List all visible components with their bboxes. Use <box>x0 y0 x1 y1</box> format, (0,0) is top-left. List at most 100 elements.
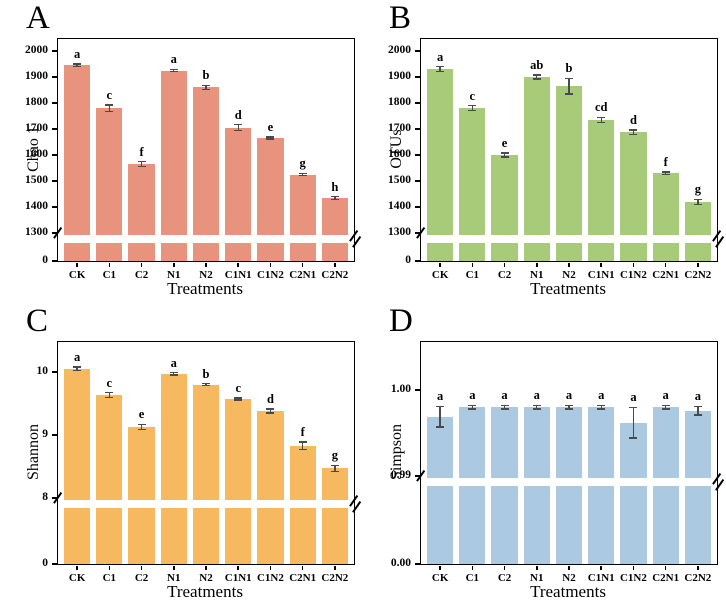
x-tick-mark <box>568 565 570 570</box>
y-tick-mark <box>414 128 420 130</box>
error-bar-cap-top <box>330 464 339 466</box>
error-bar-cap-bottom <box>266 412 275 414</box>
significance-letter: e <box>501 135 508 150</box>
error-bar <box>237 124 239 131</box>
y-tick-label: 2000 <box>388 44 411 56</box>
error-bar <box>140 424 143 430</box>
x-tick-mark <box>568 262 570 267</box>
x-tick-label: C1N1 <box>587 269 615 281</box>
error-bar-cap-top <box>661 171 670 173</box>
x-tick-label: C2 <box>134 269 149 281</box>
y-tick-label: 1.00 <box>390 383 411 395</box>
x-tick-label: C1N2 <box>256 269 284 281</box>
x-tick-mark <box>439 262 441 267</box>
error-bar <box>697 406 699 415</box>
significance-letter: b <box>202 366 210 381</box>
error-bar-cap-bottom <box>266 138 275 140</box>
error-bar-cap-bottom <box>105 397 114 399</box>
x-tick-label: CK <box>68 572 86 584</box>
error-bar-cap-top <box>266 408 275 410</box>
error-bar-cap-bottom <box>73 65 82 68</box>
x-tick-label: C2N2 <box>684 269 712 281</box>
error-bar-cap-bottom <box>532 408 541 410</box>
error-bar-cap-top <box>436 405 445 407</box>
error-bar <box>108 392 110 398</box>
x-tick-mark <box>173 262 175 267</box>
x-tick-mark <box>536 565 538 570</box>
error-bar <box>697 199 699 205</box>
error-bar-cap-top <box>500 404 509 407</box>
error-bar-cap-top <box>597 116 606 118</box>
error-bar <box>334 465 336 472</box>
y-tick-label: 9 <box>42 428 48 440</box>
x-tick-label: C2 <box>497 572 512 584</box>
error-bar <box>76 64 78 67</box>
error-bar-cap-top <box>137 160 146 163</box>
y-tick-mark <box>51 102 57 104</box>
x-tick-label: CK <box>68 269 86 281</box>
x-tick-label: C1N1 <box>224 572 252 584</box>
plot-area-simpson: a CK a C1 a C2 a N1 a N2 a C1N1 a C1N2 a C2N1 a C2N2 0.99 1… <box>391 341 724 584</box>
y-tick-label: 1500 <box>388 174 411 186</box>
bar <box>64 65 91 261</box>
x-tick-label: C2N2 <box>684 572 712 584</box>
significance-letter: a <box>170 355 177 370</box>
bar <box>555 86 583 261</box>
axis-break-band <box>421 235 717 243</box>
x-tick-label: C2N1 <box>289 572 317 584</box>
bar <box>289 174 316 261</box>
panel-otus: B OTUs a CK c C1 e C2 ab N1 b N2 cd C1N1 d C1N2 f C2N1 g… <box>363 0 726 303</box>
x-tick-mark <box>205 565 207 570</box>
error-bar <box>173 372 175 376</box>
plot-area-otus: a CK c C1 e C2 ab N1 b N2 cd C1N1 d C1N2 f C2N1 g C2N2 130… <box>388 38 724 281</box>
error-bar-cap-bottom <box>597 408 606 410</box>
error-bar <box>439 66 441 72</box>
x-tick-mark <box>205 262 207 267</box>
error-bar-cap-bottom <box>629 437 638 439</box>
significance-letter: a <box>73 47 81 61</box>
y-tick-label: 1600 <box>25 148 48 160</box>
error-bar-cap-top <box>330 195 339 198</box>
x-tick-label: N2 <box>562 572 576 584</box>
x-tick-mark <box>237 262 239 267</box>
significance-letter: a <box>436 49 444 64</box>
error-bar-cap-bottom <box>597 121 606 124</box>
y-tick-mark-zero <box>51 260 57 262</box>
error-bar <box>665 405 667 409</box>
panel-letter-c: C <box>26 303 49 339</box>
error-bar <box>269 409 272 413</box>
error-bar <box>600 117 602 123</box>
x-tick-mark <box>503 565 506 570</box>
error-bar-cap-bottom <box>661 173 670 176</box>
significance-letter: f <box>300 424 305 439</box>
error-bar-cap-top <box>169 68 178 70</box>
bar <box>160 70 187 261</box>
y-tick-label: 10 <box>36 365 49 377</box>
error-bar <box>665 171 667 175</box>
y-tick-mark <box>51 206 57 208</box>
significance-letter: e <box>138 407 145 422</box>
error-bar-cap-top <box>105 104 114 106</box>
bar <box>160 373 187 564</box>
error-bar <box>632 407 635 439</box>
error-bar <box>205 383 207 386</box>
bar <box>321 197 348 261</box>
error-bar <box>140 161 143 167</box>
x-tick-mark <box>173 565 175 570</box>
y-tick-mark <box>51 50 57 52</box>
x-tick-label: C1N2 <box>619 269 647 281</box>
y-tick-label: 0.99 <box>390 469 411 481</box>
x-tick-mark <box>600 262 602 267</box>
x-tick-label: C1 <box>102 572 117 584</box>
significance-letter: d <box>266 392 274 407</box>
x-tick-label: N2 <box>199 572 213 584</box>
significance-letter: g <box>331 448 338 463</box>
significance-letter: a <box>630 390 637 405</box>
y-tick-label: 1900 <box>25 70 48 82</box>
y-tick-label: 1900 <box>388 70 411 82</box>
error-bar-cap-top <box>468 404 477 407</box>
x-tick-mark <box>334 565 336 570</box>
axis-break-band <box>421 478 717 486</box>
error-bar-cap-top <box>234 123 243 126</box>
x-tick-label: N2 <box>199 269 213 281</box>
